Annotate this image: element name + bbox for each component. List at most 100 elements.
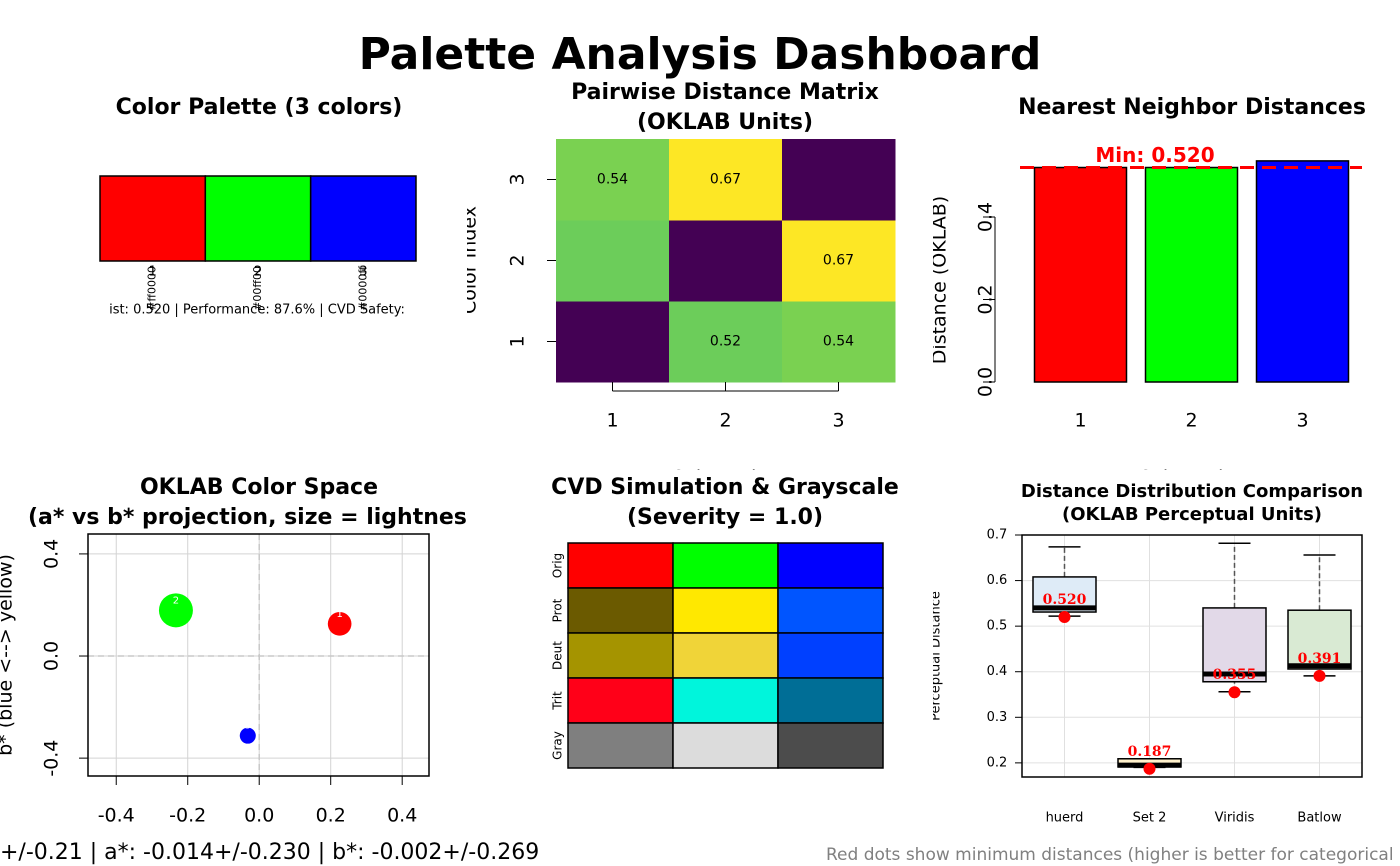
x-tick-label: Set 2: [1133, 811, 1167, 826]
x-tick-label: 1: [606, 410, 618, 432]
panel: Pairwise Distance Matrix (OKLAB Units) 0.5…: [459, 80, 896, 489]
x-tick-label: -0.4: [98, 805, 135, 827]
min-dot: [1313, 669, 1326, 682]
x-axis-label: Color Index: [1138, 467, 1246, 489]
panel-title: Nearest Neighbor Distances: [1018, 95, 1366, 120]
y-tick-label: 0.2: [987, 755, 1008, 770]
y-tick-label: 0.7: [987, 528, 1008, 543]
swatch-index: 2: [254, 265, 262, 280]
cell-label: 0.67: [823, 253, 854, 269]
panel-subtitle: (OKLAB Units): [637, 110, 813, 135]
panel-subtitle: (Severity = 1.0): [627, 505, 823, 530]
cvd-swatch: [777, 677, 884, 724]
bar: [1033, 166, 1128, 383]
point: [158, 593, 193, 628]
panel-title: OKLAB Color Space: [140, 475, 378, 500]
cvd-swatch: [567, 722, 674, 769]
panel-title: Pairwise Distance Matrix: [571, 80, 879, 105]
heat-cell: [669, 220, 783, 302]
y-tick-label: 3: [507, 173, 529, 185]
swatch-hex: #0000ff: [356, 266, 369, 311]
footnote: Red dots show minimum distances (higher …: [826, 845, 1400, 865]
row-label: Deut: [551, 641, 565, 670]
cell-label: 0.52: [710, 334, 741, 350]
swatch: [99, 175, 207, 262]
y-axis-label: Distance (OKLAB): [929, 196, 951, 364]
heat-cell: [556, 139, 670, 221]
cvd-swatch: [567, 677, 674, 724]
y-tick-label: 2: [507, 254, 529, 266]
y-tick-label: 0.3: [987, 710, 1008, 725]
x-tick-label: Viridis: [1215, 811, 1255, 826]
x-tick-label: 3: [832, 410, 844, 432]
stats-text: +/-0.21 | a*: -0.014+/-0.230 | b*: -0.00…: [0, 840, 539, 865]
x-tick-label: 0.4: [387, 805, 417, 827]
swatch-hex: #ff0000: [146, 266, 159, 311]
heat-cell: [669, 301, 783, 383]
row-label: Orig: [551, 553, 565, 578]
point-label: 1: [336, 609, 342, 620]
panel-title: CVD Simulation & Grayscale: [551, 475, 899, 500]
panel: CVD Simulation & Grayscale (Severity = 1.…: [551, 475, 899, 769]
min-label: 0.355: [1213, 667, 1257, 683]
heat-cell: [782, 220, 896, 302]
palette-caption: ist: 0.520 | Performance: 87.6% | CVD Sa…: [109, 303, 405, 318]
point: [239, 727, 256, 744]
y-tick-label: -0.4: [41, 740, 63, 777]
point: [327, 612, 352, 636]
cvd-swatch: [777, 542, 884, 589]
y-axis-label: b* (blue <--> yellow): [0, 554, 17, 756]
row-label: Gray: [551, 731, 565, 760]
row-label: Prot: [551, 598, 565, 622]
box: [1202, 607, 1267, 683]
swatch-index: 1: [149, 265, 157, 280]
min-dot: [1058, 611, 1071, 624]
dashboard-title: Palette Analysis Dashboard: [359, 29, 1042, 80]
cvd-swatch: [672, 632, 779, 679]
cvd-swatch: [777, 632, 884, 679]
x-tick-label: huerd: [1046, 811, 1084, 826]
min-dot: [1228, 686, 1241, 699]
x-tick-label: 2: [719, 410, 731, 432]
swatch-hex: #00ff00: [251, 266, 264, 311]
min-annotation: Min: 0.520: [1095, 143, 1214, 167]
min-label: 0.391: [1298, 651, 1342, 667]
swatch-index: 3: [359, 265, 367, 280]
cvd-swatch: [567, 587, 674, 634]
plot-frame: [1021, 534, 1363, 778]
cvd-swatch: [672, 542, 779, 589]
y-tick-label: 0.5: [987, 619, 1008, 634]
heat-cell: [782, 301, 896, 383]
y-tick-label: 0.4: [975, 202, 997, 232]
cvd-swatch: [567, 632, 674, 679]
swatch: [309, 175, 417, 262]
panel: Nearest Neighbor Distances 1 2 3 0.0 0.2 0.4 Mi…: [929, 95, 1366, 489]
x-tick-label: 2: [1185, 410, 1197, 432]
cvd-swatch: [672, 722, 779, 769]
y-tick-label: 0.4: [41, 539, 63, 569]
x-tick-label: 0.0: [244, 805, 274, 827]
y-tick-label: 0.2: [975, 284, 997, 314]
x-tick-label: 3: [1296, 410, 1308, 432]
min-dot: [1143, 762, 1156, 775]
x-tick-label: Batlow: [1297, 811, 1342, 826]
y-axis-label: Perceptual Distance: [929, 591, 944, 721]
box: [1287, 609, 1352, 670]
panel-title: Color Palette (3 colors): [116, 95, 403, 120]
bar: [1255, 160, 1350, 383]
x-axis-label: Color Index: [671, 467, 779, 489]
panel: Color Palette (3 colors) 1#ff0000 2#00ff00…: [99, 95, 417, 318]
cvd-swatch: [777, 587, 884, 634]
x-tick-label: 1: [1074, 410, 1086, 432]
y-tick-label: 1: [507, 335, 529, 347]
cell-label: 0.67: [710, 172, 741, 188]
heat-cell: [556, 301, 670, 383]
x-tick-label: -0.2: [169, 805, 206, 827]
swatch: [204, 175, 312, 262]
panel-title: Distance Distribution Comparison: [1021, 481, 1363, 502]
heat-cell: [669, 139, 783, 221]
y-tick-label: 0.0: [975, 367, 997, 397]
heat-cell: [782, 139, 896, 221]
y-axis-label: Color Index: [459, 206, 481, 314]
